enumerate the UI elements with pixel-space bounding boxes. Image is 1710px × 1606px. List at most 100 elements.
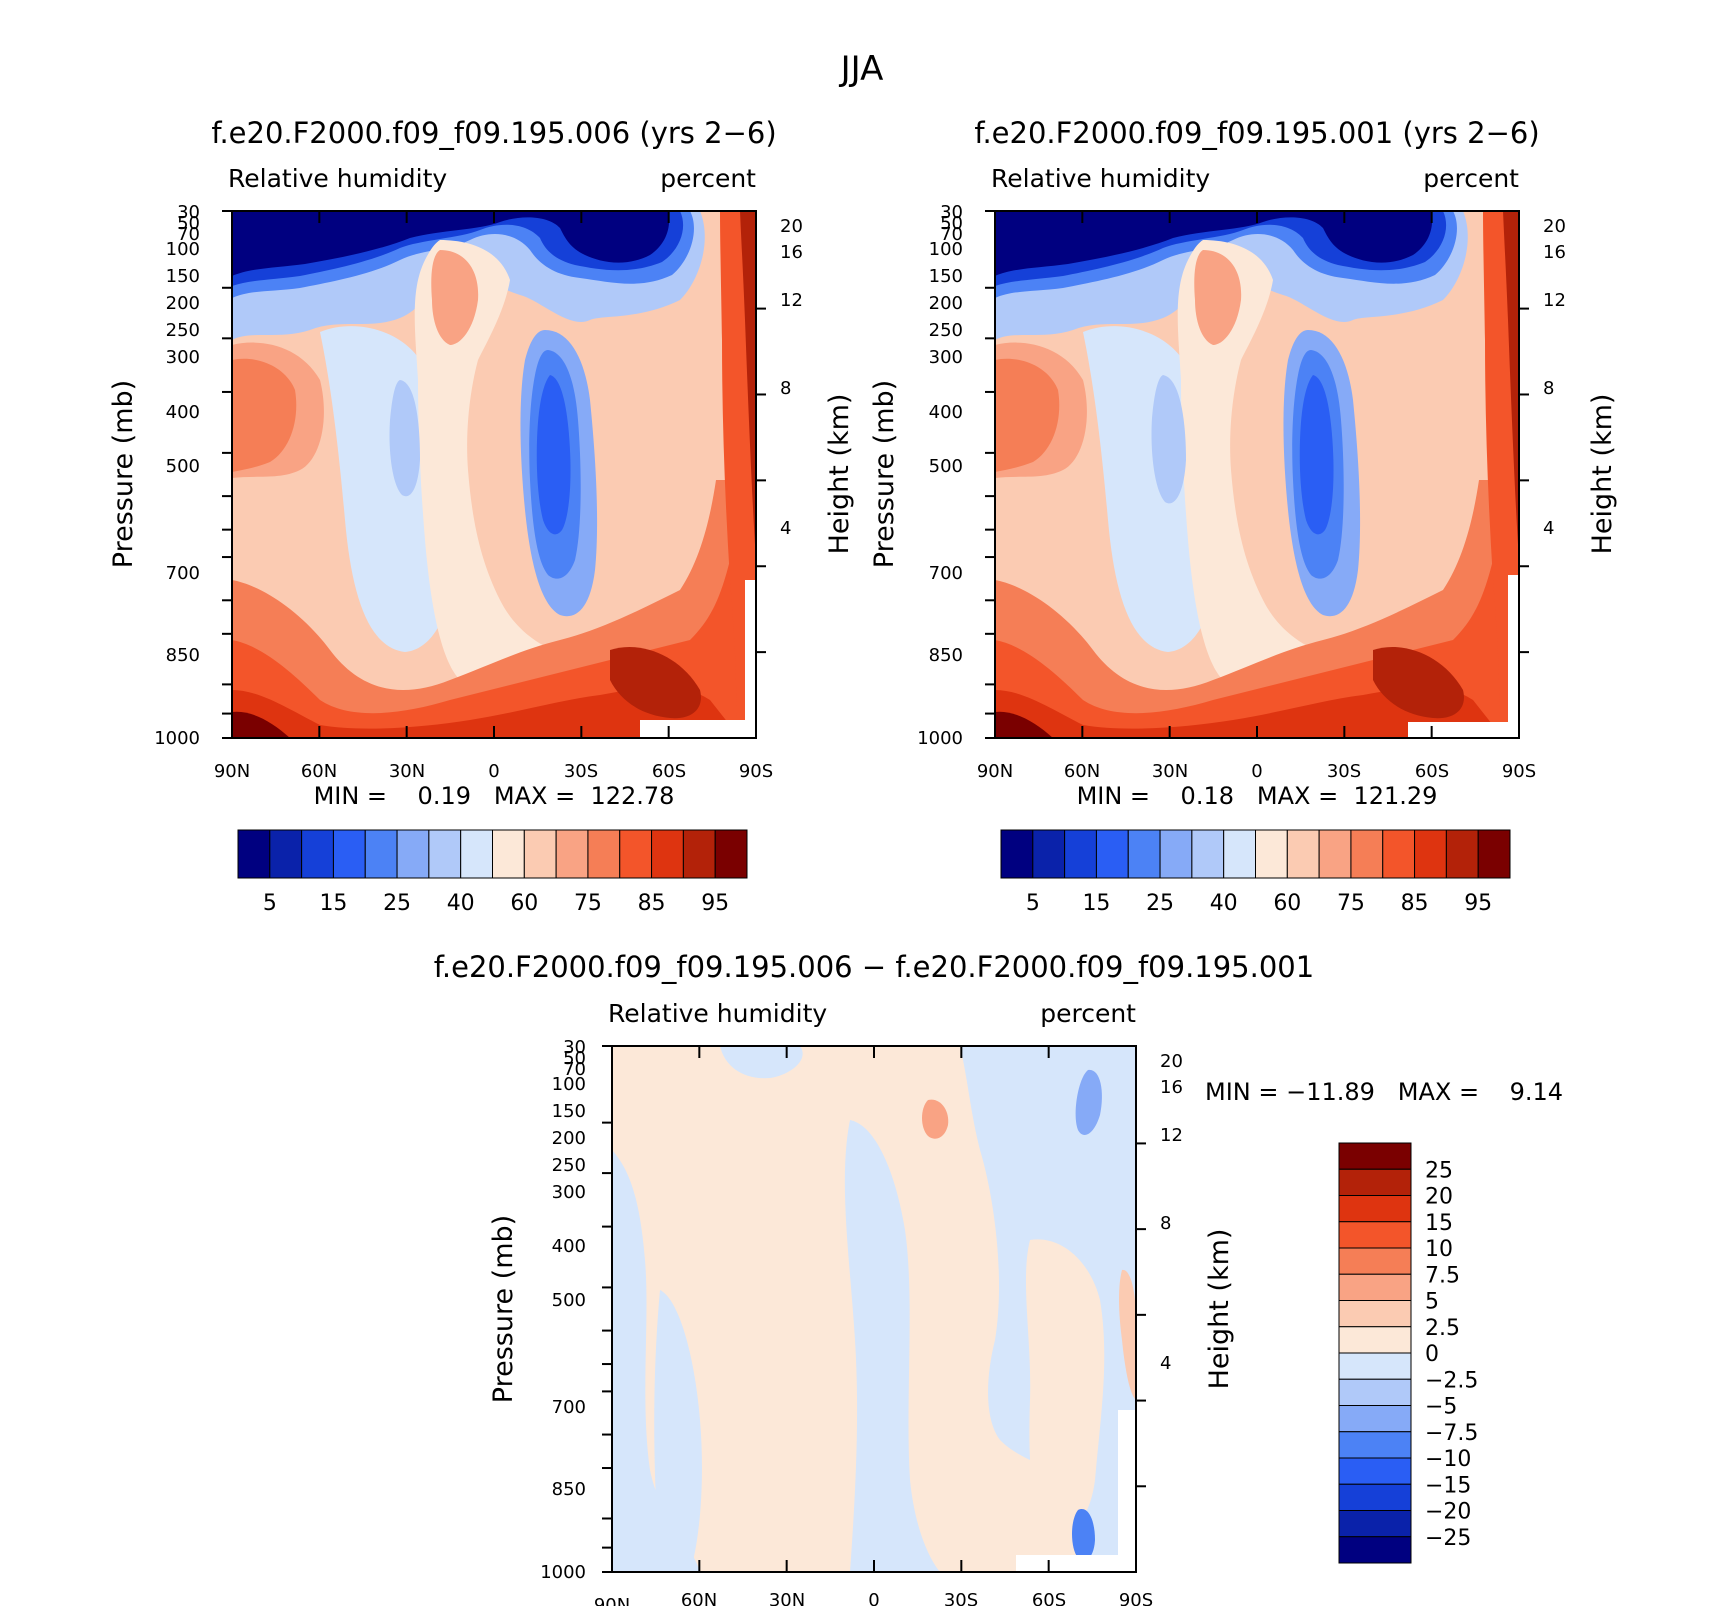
- y-tick-label: 150: [166, 266, 200, 287]
- colorbar-swatch: [396, 829, 430, 879]
- colorbar-label: 20: [1425, 1185, 1453, 1210]
- colorbar-swatch: [1338, 1352, 1412, 1380]
- y-axis-label: Pressure (mb): [108, 380, 139, 568]
- y-tick-label: 30: [177, 202, 200, 223]
- y-tick-label: 1000: [917, 728, 963, 749]
- colorbar-label: −25: [1425, 1526, 1471, 1551]
- y-tick-label: 500: [552, 1290, 586, 1311]
- panel-difference: f.e20.F2000.f09_f09.195.006 − f.e20.F200…: [434, 950, 1563, 1606]
- contour-field: [612, 1046, 1136, 1572]
- colorbar-swatch: [1318, 829, 1352, 879]
- x-tick-label: 30N: [389, 761, 425, 782]
- contour-neg-left-strip: [612, 1150, 700, 1572]
- height-tick-label: 16: [1543, 242, 1566, 263]
- y-tick-label: 300: [929, 347, 963, 368]
- x-axis-ticks: 90N 60N 30N 0 30S 60S 90S: [594, 1590, 1153, 1606]
- colorbar-swatch: [1127, 829, 1161, 879]
- colorbar-swatch: [1255, 829, 1288, 879]
- contour-neg-center-column: [844, 1120, 940, 1572]
- colorbar-swatch: [1477, 829, 1511, 879]
- colorbar-swatch: [460, 829, 493, 879]
- field-name-label: Relative humidity: [608, 999, 827, 1028]
- contour-blue-core-deep: [1299, 375, 1334, 535]
- colorbar-label: 15: [1425, 1211, 1453, 1236]
- colorbar-label: 40: [1210, 891, 1238, 916]
- y-tick-label: 300: [166, 347, 200, 368]
- x-tick-label: 30S: [564, 761, 598, 782]
- colorbar-swatch: [1338, 1273, 1412, 1301]
- missing-data-region: [640, 720, 756, 738]
- y-tick-label: 250: [929, 320, 963, 341]
- panel-case-001: f.e20.F2000.f09_f09.195.001 (yrs 2−6) Re…: [869, 116, 1618, 916]
- y-tick-label: 100: [929, 239, 963, 260]
- colorbar-swatch: [1338, 1431, 1412, 1459]
- colorbar-label: −2.5: [1425, 1368, 1478, 1393]
- colorbar-label: 5: [1425, 1290, 1439, 1315]
- min-max-stats: MIN = −11.89 MAX = 9.14: [1205, 1078, 1563, 1106]
- y-axis-ticks: 30 50 70 100 150 200 250 300 400 500 700…: [917, 202, 963, 749]
- y-axis-label: Pressure (mb): [488, 1215, 519, 1403]
- colorbar-swatch: [1382, 829, 1416, 879]
- colorbar-labels: 5 15 25 40 60 75 85 95: [263, 891, 729, 916]
- contour-field: [232, 211, 756, 738]
- contour-field: [995, 211, 1519, 738]
- colorbar-swatch: [587, 829, 621, 879]
- contour-neg-blob-sh: [1075, 1069, 1102, 1135]
- colorbar-label: −5: [1425, 1395, 1457, 1420]
- contour-navy-top: [232, 211, 670, 276]
- colorbar-labels: 5 15 25 40 60 75 85 95: [1026, 891, 1492, 916]
- colorbar-swatch: [619, 829, 653, 879]
- x-tick-label: 30S: [1327, 761, 1361, 782]
- height-tick-label: 12: [1543, 290, 1566, 311]
- x-tick-label: 90N: [214, 761, 250, 782]
- contour-darker-red-bl: [995, 711, 1053, 738]
- colorbar-label: 7.5: [1425, 1263, 1460, 1288]
- colorbar-label: 75: [574, 891, 602, 916]
- x-tick-label: 90N: [977, 761, 1013, 782]
- x-axis-ticks: 90N 60N 30N 0 30S 60S 90S: [214, 761, 773, 782]
- y-tick-label: 1000: [154, 728, 200, 749]
- colorbar-label: 95: [701, 891, 729, 916]
- colorbar-label: 85: [1401, 891, 1429, 916]
- colorbar-swatch: [1338, 1300, 1412, 1328]
- colorbar-label: 75: [1337, 891, 1365, 916]
- y-tick-label: 250: [166, 320, 200, 341]
- colorbar-swatch: [1338, 1457, 1412, 1485]
- colorbar-label: 2.5: [1425, 1316, 1460, 1341]
- colorbar-swatch: [555, 829, 589, 879]
- height-tick-label: 8: [780, 378, 791, 399]
- y-tick-label: 200: [552, 1128, 586, 1149]
- colorbar-swatch: [1159, 829, 1193, 879]
- colorbar-swatch: [1338, 1510, 1412, 1538]
- y-tick-label: 400: [929, 402, 963, 423]
- y-tick-label: 30: [563, 1037, 586, 1058]
- colorbar-swatch: [1338, 1142, 1412, 1170]
- contour-dark-red-lower: [995, 687, 1503, 738]
- colorbar-swatches: [1338, 1142, 1412, 1564]
- y-tick-label: 700: [166, 563, 200, 584]
- colorbar-swatch: [1338, 1221, 1412, 1249]
- colorbar-swatch: [1445, 829, 1479, 879]
- contour-pos-edge-sh: [1119, 1269, 1136, 1400]
- height-tick-label: 8: [1160, 1213, 1171, 1234]
- y-axis-ticks: 30 50 70 100 150 200 250 300 400 500 700…: [154, 202, 200, 749]
- panel-case-006: f.e20.F2000.f09_f09.195.006 (yrs 2−6) Re…: [108, 116, 855, 916]
- panel-title: f.e20.F2000.f09_f09.195.001 (yrs 2−6): [974, 116, 1539, 150]
- x-tick-label: 60N: [301, 761, 337, 782]
- units-label: percent: [1423, 164, 1519, 193]
- y-axis-right-ticks: 20 16 12 8 4: [1543, 216, 1566, 539]
- colorbar-swatch: [1000, 829, 1034, 879]
- colorbar-label: 15: [1082, 891, 1110, 916]
- colorbar-label: −7.5: [1425, 1421, 1478, 1446]
- y-axis-right-ticks: 20 16 12 8 4: [1160, 1051, 1183, 1374]
- colorbar-label: 40: [447, 891, 475, 916]
- x-tick-label: 90N: [594, 1595, 630, 1606]
- contour-neg-small-right: [1072, 1509, 1095, 1561]
- contour-blue-core-deep: [536, 375, 571, 535]
- min-max-stats: MIN = 0.19 MAX = 122.78: [314, 782, 675, 810]
- x-tick-label: 0: [868, 1590, 879, 1606]
- colorbar-swatch: [1338, 1536, 1412, 1564]
- y-tick-label: 50: [177, 213, 200, 234]
- colorbar-swatch: [1338, 1326, 1412, 1354]
